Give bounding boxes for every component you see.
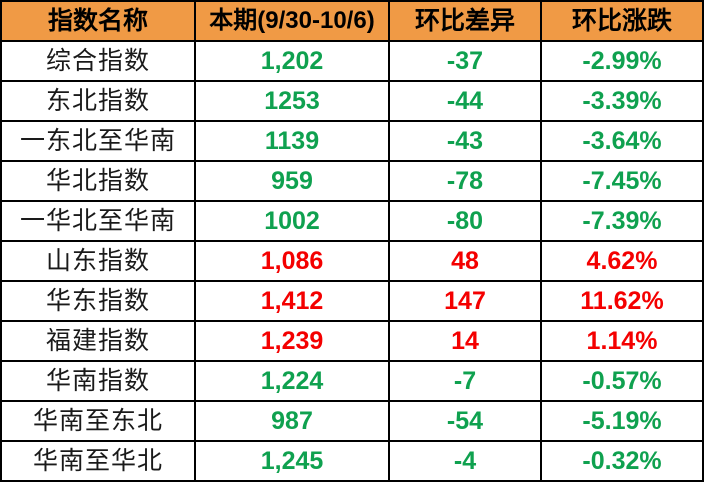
column-header-mom-difference: 环比差异 — [388, 0, 542, 42]
cell-mom-difference: -78 — [388, 160, 542, 202]
cell-mom-change: -7.45% — [540, 160, 704, 202]
cell-mom-change: 1.14% — [540, 320, 704, 362]
cell-current-value: 1139 — [194, 120, 390, 162]
table-header: 指数名称 本期(9/30-10/6) 环比差异 环比涨跌 — [0, 0, 704, 42]
cell-index-name: 华东指数 — [0, 280, 196, 322]
cell-mom-change: 4.62% — [540, 240, 704, 282]
cell-mom-change: -7.39% — [540, 200, 704, 242]
cell-index-name: 华南至东北 — [0, 400, 196, 442]
cell-mom-change: -3.39% — [540, 80, 704, 122]
table-row: 华南指数 1,224 -7 -0.57% — [0, 360, 704, 402]
table-row: 一华北至华南 1002 -80 -7.39% — [0, 200, 704, 242]
cell-current-value: 1,224 — [194, 360, 390, 402]
cell-mom-difference: -54 — [388, 400, 542, 442]
table-body: 综合指数 1,202 -37 -2.99% 东北指数 1253 -44 -3.39% 一东北至华… — [0, 40, 704, 482]
table-row: 福建指数 1,239 14 1.14% — [0, 320, 704, 362]
table-row: 一东北至华南 1139 -43 -3.64% — [0, 120, 704, 162]
cell-mom-difference: 147 — [388, 280, 542, 322]
table-row: 华南至华北 1,245 -4 -0.32% — [0, 440, 704, 482]
cell-mom-change: -0.32% — [540, 440, 704, 482]
cell-index-name: 一东北至华南 — [0, 120, 196, 162]
cell-mom-change: -5.19% — [540, 400, 704, 442]
cell-mom-change: -0.57% — [540, 360, 704, 402]
table-row: 综合指数 1,202 -37 -2.99% — [0, 40, 704, 82]
cell-current-value: 1,245 — [194, 440, 390, 482]
cell-index-name: 一华北至华南 — [0, 200, 196, 242]
cell-mom-difference: -44 — [388, 80, 542, 122]
cell-current-value: 959 — [194, 160, 390, 202]
table-row: 华东指数 1,412 147 11.62% — [0, 280, 704, 322]
cell-mom-difference: 48 — [388, 240, 542, 282]
cell-current-value: 1,239 — [194, 320, 390, 362]
table-row: 山东指数 1,086 48 4.62% — [0, 240, 704, 282]
cell-mom-difference: -7 — [388, 360, 542, 402]
column-header-current-period: 本期(9/30-10/6) — [194, 0, 390, 42]
cell-current-value: 987 — [194, 400, 390, 442]
cell-mom-change: -2.99% — [540, 40, 704, 82]
cell-mom-difference: -80 — [388, 200, 542, 242]
cell-mom-difference: 14 — [388, 320, 542, 362]
cell-index-name: 华北指数 — [0, 160, 196, 202]
cell-current-value: 1,086 — [194, 240, 390, 282]
cell-current-value: 1,202 — [194, 40, 390, 82]
cell-index-name: 福建指数 — [0, 320, 196, 362]
cell-mom-difference: -4 — [388, 440, 542, 482]
cell-index-name: 华南至华北 — [0, 440, 196, 482]
table-row: 华南至东北 987 -54 -5.19% — [0, 400, 704, 442]
cell-current-value: 1253 — [194, 80, 390, 122]
table-row: 华北指数 959 -78 -7.45% — [0, 160, 704, 202]
cell-mom-difference: -37 — [388, 40, 542, 82]
table-row: 东北指数 1253 -44 -3.39% — [0, 80, 704, 122]
column-header-mom-change: 环比涨跌 — [540, 0, 704, 42]
cell-mom-difference: -43 — [388, 120, 542, 162]
cell-mom-change: -3.64% — [540, 120, 704, 162]
cell-index-name: 华南指数 — [0, 360, 196, 402]
header-row: 指数名称 本期(9/30-10/6) 环比差异 环比涨跌 — [0, 0, 704, 42]
cell-mom-change: 11.62% — [540, 280, 704, 322]
cell-index-name: 山东指数 — [0, 240, 196, 282]
column-header-index-name: 指数名称 — [0, 0, 196, 42]
cell-index-name: 东北指数 — [0, 80, 196, 122]
cell-index-name: 综合指数 — [0, 40, 196, 82]
cell-current-value: 1002 — [194, 200, 390, 242]
cell-current-value: 1,412 — [194, 280, 390, 322]
